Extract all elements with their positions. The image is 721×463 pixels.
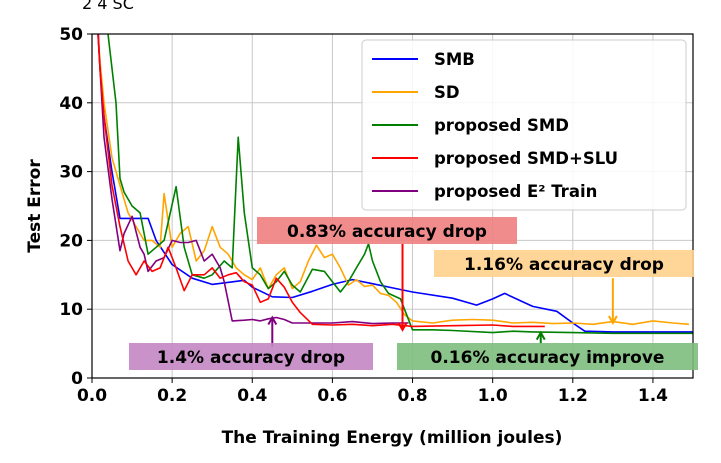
annotation-arrowhead: [267, 315, 278, 325]
legend-label: proposed E² Train: [434, 182, 597, 201]
y-tick-label: 0: [71, 369, 83, 389]
annotation-box: [434, 250, 694, 277]
x-axis-label: The Training Energy (million joules): [222, 428, 563, 448]
legend-label: proposed SMD: [434, 116, 569, 135]
annotation-text: 0.16% accuracy improve: [431, 348, 665, 368]
y-tick-label: 30: [59, 163, 83, 183]
legend-label: SD: [434, 83, 460, 102]
series-line-5: [97, 34, 409, 325]
x-tick-label: 1.0: [478, 386, 508, 406]
y-axis-label: Test Error: [25, 159, 45, 253]
y-tick-label: 20: [59, 231, 83, 251]
x-tick-label: 1.2: [558, 386, 588, 406]
y-tick-label: 10: [59, 300, 83, 320]
top-fragment: 2 4 SC: [82, 0, 134, 13]
annotation-arrowhead: [397, 322, 408, 332]
y-tick-label: 50: [59, 25, 83, 45]
plot-frame: [91, 33, 694, 379]
legend-label: proposed SMD+SLU: [434, 149, 618, 168]
series-line-1: [97, 34, 693, 333]
ticks: 0.0 0.2 0.4 0.6 0.8 1.0 1.2 1.4 0 10 20 30 40 50: [59, 25, 668, 406]
series-line-3: [107, 34, 693, 335]
annotation-arrowhead: [535, 330, 546, 341]
x-tick-label: 0.0: [77, 386, 107, 406]
annotation-text: 0.83% accuracy drop: [287, 222, 487, 242]
x-tick-label: 0.4: [237, 386, 267, 406]
x-tick-label: 0.8: [397, 386, 427, 406]
series-layer: [97, 34, 693, 335]
series-line-2: [97, 34, 690, 326]
x-tick-label: 1.4: [638, 386, 668, 406]
annotation-text: 1.4% accuracy drop: [157, 348, 345, 368]
y-tick-label: 40: [59, 94, 83, 114]
legend: SMB SD proposed SMD proposed SMD+SLU propose…: [361, 39, 687, 211]
legend-label: SMB: [434, 50, 475, 69]
annotation-arrowhead: [607, 315, 618, 325]
series-line-4: [97, 34, 545, 328]
x-tick-label: 0.2: [157, 386, 187, 406]
annotation-text: 1.16% accuracy drop: [464, 255, 664, 275]
annotation-box: [257, 217, 517, 244]
annotation-box: [129, 343, 373, 370]
annotation-box: [397, 343, 698, 370]
x-tick-label: 0.6: [317, 386, 347, 406]
legend-box: [361, 39, 687, 211]
annotations: 0.83% accuracy drop 1.16% accuracy drop 1.…: [129, 217, 698, 370]
